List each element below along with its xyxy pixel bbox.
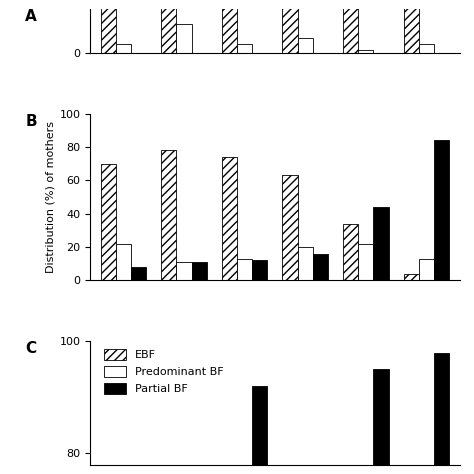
Bar: [283, 175, 298, 280]
Bar: [237, 44, 252, 53]
Bar: [283, 0, 298, 53]
Bar: [404, 273, 419, 280]
Bar: [434, 353, 449, 474]
Bar: [161, 0, 176, 53]
Bar: [222, 0, 237, 53]
Bar: [374, 369, 389, 474]
Bar: [298, 38, 313, 53]
Bar: [131, 267, 146, 280]
Legend: EBF, Predominant BF, Partial BF: EBF, Predominant BF, Partial BF: [100, 345, 228, 399]
Text: A: A: [26, 9, 37, 25]
Bar: [358, 244, 374, 280]
Y-axis label: Distribution (%) of mothers: Distribution (%) of mothers: [45, 121, 55, 273]
Bar: [191, 262, 207, 280]
Text: B: B: [26, 114, 37, 129]
Bar: [222, 157, 237, 280]
Bar: [343, 224, 358, 280]
Bar: [116, 44, 131, 53]
Bar: [313, 254, 328, 280]
Bar: [176, 262, 191, 280]
Bar: [100, 164, 116, 280]
Bar: [419, 44, 434, 53]
Bar: [358, 50, 374, 53]
Bar: [161, 150, 176, 280]
Bar: [343, 0, 358, 53]
Bar: [116, 244, 131, 280]
Bar: [434, 140, 449, 280]
Text: C: C: [26, 341, 36, 356]
Bar: [252, 260, 267, 280]
Bar: [237, 259, 252, 280]
Bar: [404, 0, 419, 53]
Bar: [419, 259, 434, 280]
Bar: [252, 386, 267, 474]
Bar: [298, 247, 313, 280]
Bar: [176, 24, 191, 53]
Bar: [100, 0, 116, 53]
Bar: [374, 207, 389, 280]
